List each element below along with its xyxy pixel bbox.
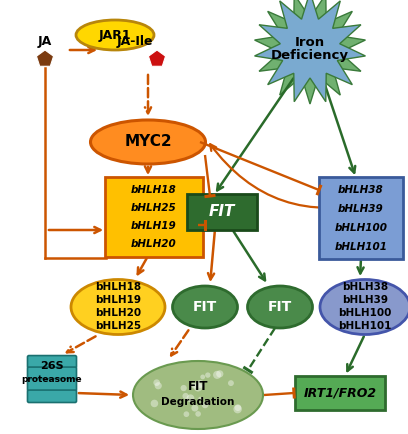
Text: proteasome: proteasome [22,375,82,385]
Ellipse shape [91,120,206,164]
Ellipse shape [133,361,263,429]
Text: bHLH18: bHLH18 [131,185,177,195]
Circle shape [191,382,197,388]
Polygon shape [255,0,366,102]
FancyBboxPatch shape [187,194,257,230]
Ellipse shape [71,279,165,335]
Circle shape [153,379,160,386]
Circle shape [184,411,189,417]
Text: 26S: 26S [40,361,64,371]
Ellipse shape [248,286,313,328]
Text: bHLH19: bHLH19 [95,295,141,305]
Text: FIT: FIT [268,300,292,314]
Circle shape [182,393,188,399]
Text: bHLH25: bHLH25 [131,203,177,213]
Text: FIT: FIT [193,300,217,314]
Text: Deficiency: Deficiency [271,49,349,62]
Circle shape [186,395,194,402]
Text: bHLH38: bHLH38 [338,185,384,195]
Text: bHLH39: bHLH39 [342,295,388,305]
Text: bHLH38: bHLH38 [342,282,388,292]
Text: bHLH39: bHLH39 [338,204,384,214]
Circle shape [191,404,198,411]
Text: FIT: FIT [188,381,208,394]
Text: JA: JA [38,36,52,49]
Polygon shape [36,50,53,66]
Circle shape [193,383,202,391]
Ellipse shape [320,279,408,335]
Circle shape [213,371,221,379]
FancyBboxPatch shape [27,378,77,391]
Circle shape [195,411,201,417]
Ellipse shape [173,286,237,328]
Circle shape [151,400,158,407]
Text: bHLH100: bHLH100 [338,308,392,318]
Circle shape [181,385,187,391]
FancyBboxPatch shape [319,177,403,259]
Circle shape [216,370,224,378]
FancyBboxPatch shape [27,355,77,368]
Circle shape [196,380,204,388]
FancyBboxPatch shape [295,376,385,410]
Circle shape [155,382,162,389]
Text: JAR1: JAR1 [99,29,131,42]
Circle shape [202,401,208,408]
Text: bHLH19: bHLH19 [131,221,177,231]
Text: bHLH100: bHLH100 [335,223,388,233]
Text: bHLH18: bHLH18 [95,282,141,292]
FancyBboxPatch shape [105,177,203,257]
Text: bHLH20: bHLH20 [131,239,177,249]
Circle shape [233,405,242,413]
Text: Iron: Iron [295,36,325,49]
Text: MYC2: MYC2 [124,135,172,149]
Circle shape [235,404,241,411]
Polygon shape [149,50,166,66]
Text: bHLH101: bHLH101 [338,321,392,331]
Text: Degradation: Degradation [161,397,235,407]
FancyBboxPatch shape [27,367,77,379]
Text: bHLH25: bHLH25 [95,321,141,331]
Text: bHLH101: bHLH101 [335,242,388,252]
Circle shape [200,375,205,379]
Circle shape [205,372,211,378]
Ellipse shape [76,20,154,50]
FancyBboxPatch shape [27,390,77,402]
Circle shape [228,380,234,386]
Text: FIT: FIT [209,204,235,220]
Text: bHLH20: bHLH20 [95,308,141,318]
Text: IRT1/FRO2: IRT1/FRO2 [304,387,377,400]
Polygon shape [255,0,366,104]
Text: JA-Ile: JA-Ile [117,36,153,49]
Circle shape [198,397,202,401]
